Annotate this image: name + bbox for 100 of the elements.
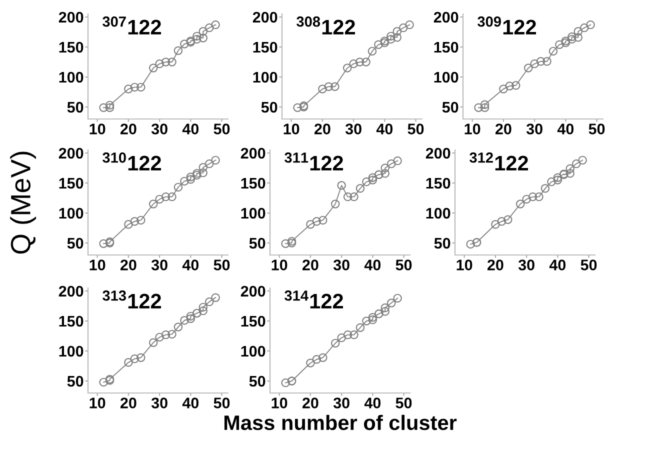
y-tick-label: 200 bbox=[240, 148, 266, 159]
y-tick-label: 50 bbox=[434, 238, 450, 249]
point bbox=[312, 355, 322, 364]
point bbox=[318, 84, 327, 94]
x-tick-label: 50 bbox=[396, 260, 412, 270]
point bbox=[578, 156, 587, 165]
point bbox=[136, 353, 146, 362]
point bbox=[312, 217, 322, 226]
x-tick-label: 20 bbox=[314, 124, 330, 134]
point bbox=[530, 59, 539, 68]
point bbox=[99, 239, 108, 248]
point bbox=[318, 353, 328, 362]
point bbox=[586, 20, 595, 30]
point bbox=[362, 58, 370, 66]
point bbox=[534, 192, 544, 202]
point bbox=[124, 358, 133, 367]
x-tick-label: 10 bbox=[284, 124, 300, 134]
point bbox=[337, 333, 346, 342]
x-tick-label: 10 bbox=[464, 124, 480, 134]
point bbox=[186, 312, 196, 321]
point bbox=[198, 34, 208, 42]
y-tick-label: 50 bbox=[67, 238, 84, 249]
point bbox=[124, 220, 133, 229]
y-tick-label: 150 bbox=[434, 42, 458, 53]
point bbox=[536, 57, 546, 66]
point bbox=[568, 34, 576, 44]
point bbox=[343, 330, 352, 340]
point bbox=[547, 177, 556, 186]
point bbox=[287, 238, 296, 248]
point bbox=[180, 40, 189, 48]
point bbox=[186, 314, 196, 323]
x-tick-label: 20 bbox=[495, 124, 512, 134]
y-tick-label: 100 bbox=[434, 72, 458, 83]
x-tick-label: 50 bbox=[214, 124, 230, 134]
point bbox=[198, 306, 208, 316]
x-tick-label: 30 bbox=[526, 124, 542, 134]
point bbox=[99, 103, 108, 112]
x-tick-label: 50 bbox=[214, 398, 230, 408]
x-tick-label: 50 bbox=[396, 398, 412, 408]
point bbox=[522, 194, 531, 204]
point bbox=[105, 100, 114, 110]
point bbox=[136, 82, 146, 92]
point bbox=[355, 58, 364, 66]
point bbox=[99, 378, 108, 387]
point bbox=[561, 36, 570, 46]
y-tick-label: 50 bbox=[67, 102, 84, 113]
point bbox=[330, 82, 340, 91]
chart-title: $^{309}$122 bbox=[478, 16, 536, 34]
x-tick-label: 10 bbox=[272, 260, 288, 270]
point bbox=[356, 184, 365, 193]
point bbox=[568, 32, 576, 42]
point bbox=[161, 192, 170, 202]
x-tick-label: 20 bbox=[120, 124, 136, 134]
point bbox=[362, 177, 371, 186]
y-tick-label: 100 bbox=[59, 208, 84, 219]
x-tick-label: 20 bbox=[487, 260, 504, 270]
x-tick-label: 10 bbox=[456, 260, 472, 270]
point bbox=[105, 103, 114, 112]
x-tick-label: 50 bbox=[580, 260, 597, 270]
point bbox=[380, 303, 390, 312]
point bbox=[542, 57, 552, 66]
point bbox=[168, 192, 176, 202]
x-tick-label: 30 bbox=[151, 124, 168, 134]
point bbox=[180, 176, 189, 186]
point bbox=[540, 184, 550, 193]
chart-title: $^{307}$122 bbox=[102, 16, 161, 34]
point bbox=[130, 354, 140, 364]
point bbox=[211, 156, 220, 165]
x-tick-label: 30 bbox=[151, 398, 168, 408]
chart-title: $^{310}$122 bbox=[102, 152, 161, 170]
x-tick-label: 20 bbox=[120, 260, 136, 270]
point bbox=[499, 84, 508, 94]
point bbox=[393, 294, 402, 303]
point bbox=[380, 164, 390, 172]
y-tick-label: 200 bbox=[240, 286, 266, 297]
point bbox=[380, 169, 390, 178]
y-tick-label: 150 bbox=[253, 42, 278, 53]
point bbox=[192, 169, 202, 178]
point bbox=[504, 215, 512, 224]
point bbox=[293, 103, 302, 112]
x-tick-label: 20 bbox=[302, 398, 318, 408]
point bbox=[368, 176, 378, 184]
point bbox=[528, 192, 538, 202]
point bbox=[198, 302, 208, 312]
x-tick-label: 40 bbox=[376, 124, 393, 134]
point bbox=[155, 332, 164, 342]
x-tick-label: 30 bbox=[333, 398, 350, 408]
point bbox=[192, 34, 202, 44]
point bbox=[380, 36, 390, 46]
y-tick-label: 50 bbox=[261, 102, 278, 113]
y-tick-label: 200 bbox=[58, 12, 84, 23]
point bbox=[318, 216, 328, 225]
point bbox=[405, 20, 414, 30]
x-tick-label: 40 bbox=[549, 260, 566, 270]
point bbox=[480, 100, 490, 109]
y-tick-label: 100 bbox=[426, 208, 450, 219]
point bbox=[392, 33, 402, 42]
point bbox=[306, 358, 315, 368]
x-tick-label: 30 bbox=[151, 260, 168, 270]
x-tick-label: 50 bbox=[214, 260, 230, 270]
